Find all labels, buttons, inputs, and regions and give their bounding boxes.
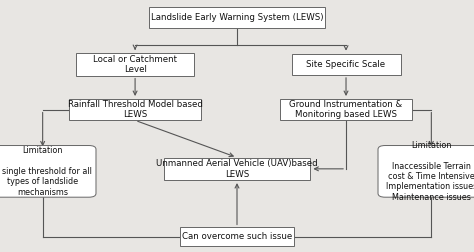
Text: Local or Catchment
Level: Local or Catchment Level xyxy=(93,55,177,74)
FancyBboxPatch shape xyxy=(378,146,474,197)
Text: Site Specific Scale: Site Specific Scale xyxy=(307,60,385,69)
FancyBboxPatch shape xyxy=(180,227,294,246)
Text: Limitation

A single threshold for all
types of landslide
mechanisms: Limitation A single threshold for all ty… xyxy=(0,146,91,197)
FancyBboxPatch shape xyxy=(280,99,412,120)
FancyBboxPatch shape xyxy=(149,7,325,28)
FancyBboxPatch shape xyxy=(69,99,201,120)
Text: Unmanned Aerial Vehicle (UAV)based
LEWS: Unmanned Aerial Vehicle (UAV)based LEWS xyxy=(156,159,318,178)
Text: Rainfall Threshold Model based
LEWS: Rainfall Threshold Model based LEWS xyxy=(68,100,202,119)
FancyBboxPatch shape xyxy=(164,158,310,180)
Text: Limitation

Inaccessible Terrain
cost & Time Intensive
Implementation issues
Mai: Limitation Inaccessible Terrain cost & T… xyxy=(386,141,474,202)
FancyBboxPatch shape xyxy=(76,53,194,76)
Text: Can overcome such issue: Can overcome such issue xyxy=(182,232,292,241)
Text: Landslide Early Warning System (LEWS): Landslide Early Warning System (LEWS) xyxy=(151,13,323,22)
Text: Ground Instrumentation &
Monitoring based LEWS: Ground Instrumentation & Monitoring base… xyxy=(290,100,402,119)
FancyBboxPatch shape xyxy=(292,54,401,75)
FancyBboxPatch shape xyxy=(0,146,96,197)
